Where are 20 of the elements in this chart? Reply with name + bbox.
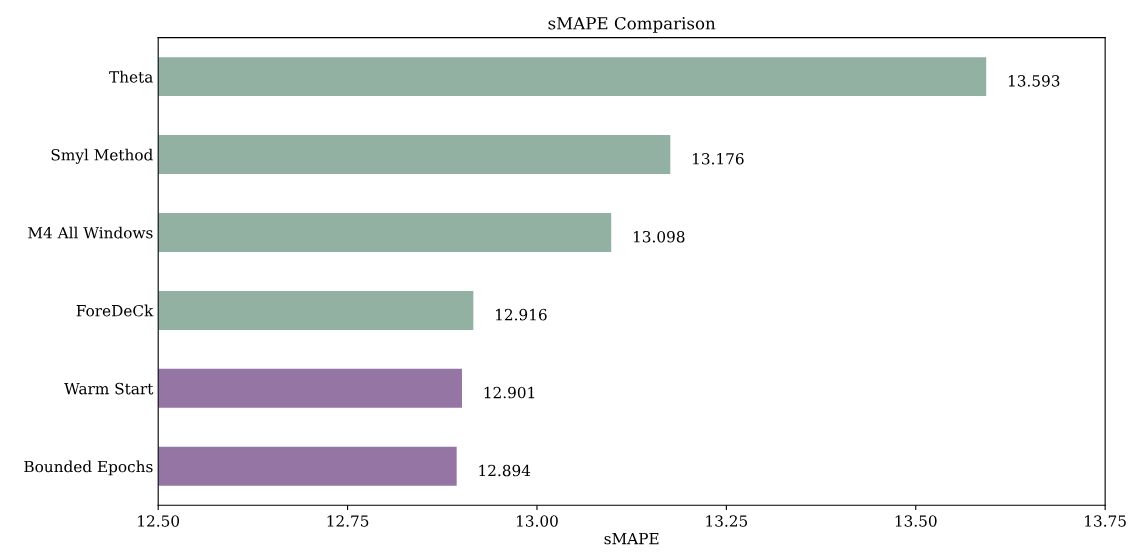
data-label: 13.098 <box>633 230 685 243</box>
x-tick-label: 13.75 <box>1085 515 1126 527</box>
data-label: 13.593 <box>1008 75 1060 87</box>
x-tick-label: 13.25 <box>706 515 748 527</box>
x-tick-label: 12.50 <box>138 515 180 527</box>
x-axis-title: sMAPE <box>604 533 659 545</box>
y-tick-label: Theta <box>109 70 153 83</box>
y-tick-label: M4 All Windows <box>28 226 153 239</box>
y-tick-label: Smyl Method <box>51 148 153 164</box>
chart-title: sMAPE Comparison <box>548 16 716 33</box>
x-tick-label: 12.75 <box>327 515 369 527</box>
data-label: 12.894 <box>479 464 531 477</box>
x-tick-label: 13.00 <box>516 515 558 527</box>
data-label: 12.916 <box>496 308 547 321</box>
data-label: 13.176 <box>693 153 744 165</box>
data-label: 12.901 <box>484 386 535 399</box>
y-tick-label: Bounded Epochs <box>24 460 153 476</box>
y-tick-label: ForeDeCk <box>76 304 154 317</box>
y-tick-label: Warm Start <box>64 382 154 395</box>
x-tick-label: 13.50 <box>895 515 937 527</box>
